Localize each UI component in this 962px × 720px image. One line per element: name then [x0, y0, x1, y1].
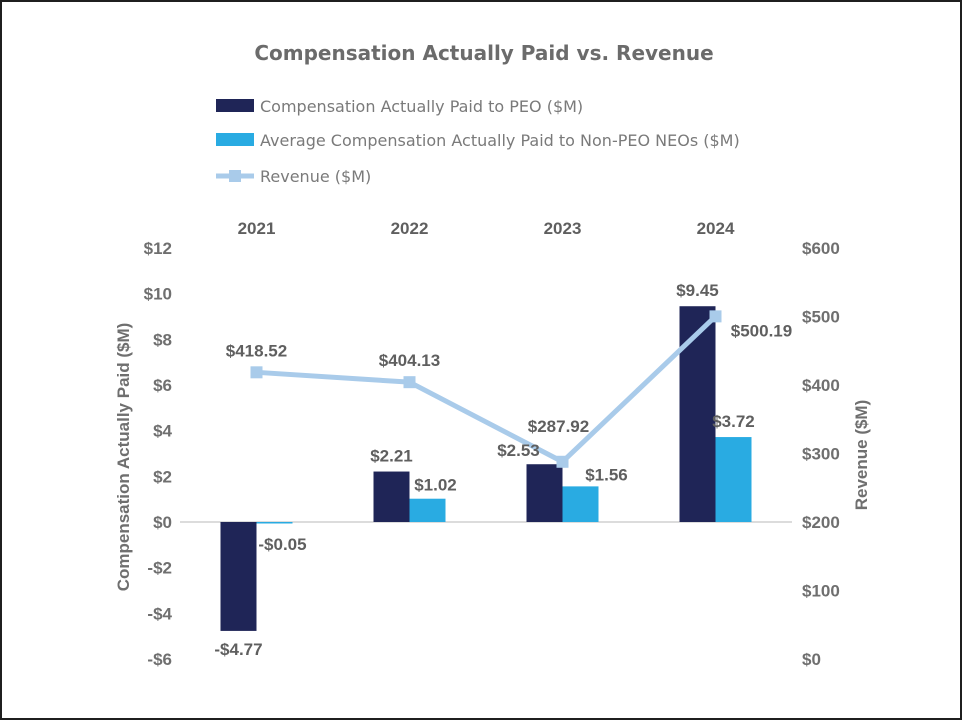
bar-peo — [220, 522, 257, 631]
y2-tick-label: $600 — [802, 239, 840, 258]
revenue-point — [250, 366, 263, 379]
y-tick-label: $0 — [153, 513, 172, 532]
revenue-data-label: $404.13 — [379, 351, 440, 370]
bar-peo — [679, 306, 716, 522]
y-tick-label: -$4 — [147, 604, 172, 623]
neo-data-label: -$0.05 — [258, 535, 306, 554]
plot-area: $12 $10 $8 $6 $4 $2 $0 -$2 -$4 -$6 $600 $500 $400 $30… — [144, 219, 840, 669]
y2-tick-label: $0 — [802, 650, 821, 669]
y2-axis-title: Revenue ($M) — [852, 400, 871, 511]
y-tick-label: $8 — [153, 330, 172, 349]
peo-data-label: $9.45 — [676, 281, 719, 300]
y2-tick-label: $300 — [802, 445, 840, 464]
neo-data-label: $1.02 — [414, 476, 457, 495]
revenue-data-label: $287.92 — [528, 417, 589, 436]
revenue-line — [256, 314, 718, 465]
y-tick-label: $6 — [153, 376, 172, 395]
peo-data-label: $2.21 — [370, 447, 413, 466]
y2-tick-label: $200 — [802, 513, 840, 532]
y-tick-label: -$6 — [147, 650, 172, 669]
bar-neo — [256, 522, 293, 524]
revenue-point — [403, 376, 416, 389]
legend-swatch-peo — [216, 99, 254, 112]
legend-label-revenue: Revenue ($M) — [260, 167, 371, 186]
legend-marker-revenue — [229, 170, 241, 182]
category-label: 2024 — [697, 219, 735, 238]
bar-neo — [715, 437, 752, 522]
y2-tick-label: $100 — [802, 582, 840, 601]
bar-peo — [526, 464, 563, 522]
bar-neo — [562, 486, 599, 522]
category-label: 2023 — [544, 219, 582, 238]
neo-data-label: $3.72 — [712, 412, 755, 431]
y-tick-label: $4 — [153, 422, 172, 441]
neo-data-label: $1.56 — [585, 465, 628, 484]
legend: Compensation Actually Paid to PEO ($M) A… — [216, 97, 740, 186]
y-tick-label: $2 — [153, 467, 172, 486]
legend-label-peo: Compensation Actually Paid to PEO ($M) — [260, 97, 583, 116]
peo-data-label: -$4.77 — [214, 640, 262, 659]
revenue-data-label: $418.52 — [226, 341, 287, 360]
y-tick-label: $12 — [144, 239, 172, 258]
bar-peo — [373, 471, 410, 522]
legend-swatch-neo — [216, 133, 254, 146]
chart-title: Compensation Actually Paid vs. Revenue — [254, 41, 713, 65]
category-label: 2021 — [238, 219, 276, 238]
peo-data-label: $2.53 — [497, 441, 540, 460]
y2-tick-label: $500 — [802, 308, 840, 327]
y-axis-title: Compensation Actually Paid ($M) — [114, 323, 133, 592]
bar-neo — [409, 498, 446, 522]
y-tick-label: $10 — [144, 285, 172, 304]
category-label: 2022 — [391, 219, 429, 238]
revenue-point — [556, 455, 569, 468]
legend-label-neo: Average Compensation Actually Paid to No… — [260, 131, 740, 150]
revenue-data-label: $500.19 — [731, 321, 792, 340]
revenue-point — [709, 310, 722, 323]
y-tick-label: -$2 — [147, 559, 172, 578]
y2-tick-label: $400 — [802, 376, 840, 395]
